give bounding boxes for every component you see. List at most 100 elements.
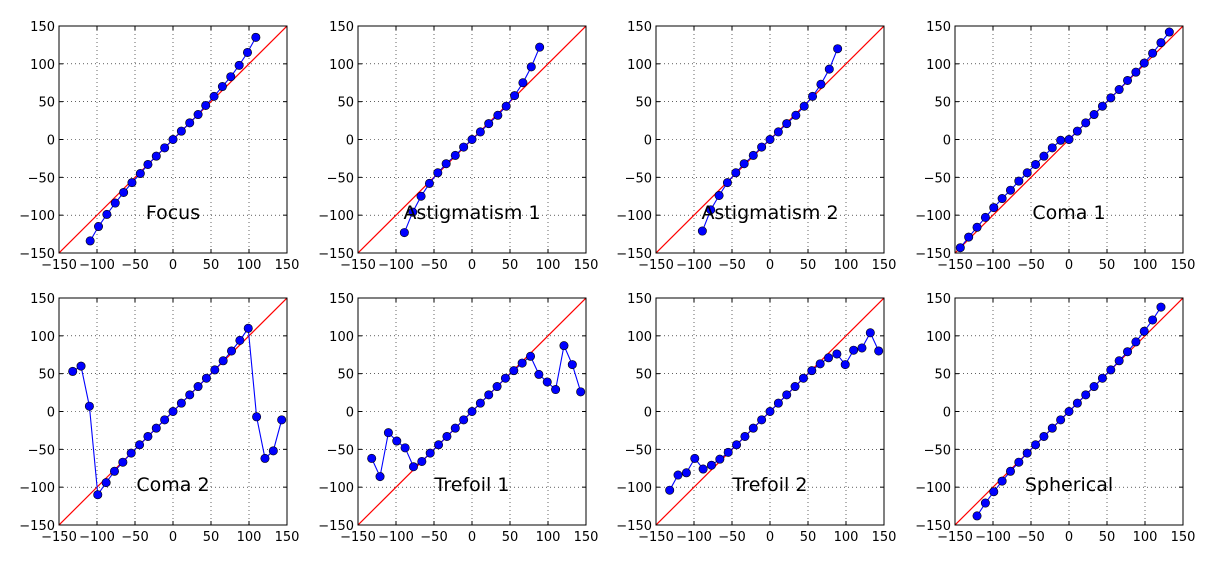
- x-tick-label: −150: [937, 258, 973, 273]
- data-point: [833, 44, 843, 54]
- data-point: [697, 226, 707, 236]
- y-tick-label: −100: [616, 209, 652, 224]
- data-point: [1056, 135, 1066, 145]
- data-point: [535, 42, 545, 52]
- data-point: [475, 127, 485, 137]
- y-tick-label: 100: [30, 58, 55, 73]
- data-point: [518, 78, 528, 88]
- data-point: [492, 382, 502, 392]
- data-point: [765, 406, 775, 416]
- data-point: [1106, 93, 1116, 103]
- y-tick-label: 0: [346, 406, 354, 421]
- data-point: [1072, 398, 1082, 408]
- data-point: [714, 190, 724, 200]
- data-point: [865, 328, 875, 338]
- data-point: [1022, 168, 1032, 178]
- panel-title: Coma 2: [136, 474, 209, 496]
- data-point: [681, 468, 691, 478]
- data-point: [168, 135, 178, 145]
- chart-panel: −150 −100 −50 0 50 100 150−150−100−50050100150…: [19, 292, 299, 545]
- x-tick-label: −150: [638, 530, 674, 545]
- data-point: [1148, 315, 1158, 325]
- data-point: [433, 168, 443, 178]
- data-point: [501, 101, 511, 111]
- data-point: [441, 159, 451, 169]
- data-point: [209, 91, 219, 101]
- y-tick-label: −50: [28, 171, 55, 186]
- x-tick-label: 50: [800, 530, 817, 545]
- data-point: [467, 135, 477, 145]
- data-point: [1131, 67, 1141, 77]
- x-tick-label: 100: [834, 258, 859, 273]
- data-point: [193, 382, 203, 392]
- data-point: [425, 448, 435, 458]
- data-point: [824, 353, 834, 363]
- y-tick-label: 100: [627, 58, 652, 73]
- x-tick-label: 100: [237, 530, 262, 545]
- x-tick-label: 150: [872, 530, 897, 545]
- data-point: [690, 453, 700, 463]
- x-tick-label: 150: [1171, 530, 1196, 545]
- data-point: [808, 91, 818, 101]
- data-point: [1114, 85, 1124, 95]
- data-point: [127, 178, 137, 188]
- x-tick-label: 50: [1099, 530, 1116, 545]
- x-tick-label: 100: [536, 258, 561, 273]
- data-point: [1139, 58, 1149, 68]
- data-point: [201, 100, 211, 110]
- data-point: [160, 415, 170, 425]
- x-tick-label: −150: [340, 258, 376, 273]
- data-point: [715, 454, 725, 464]
- data-point: [1014, 176, 1024, 186]
- data-point: [559, 341, 569, 351]
- data-point: [972, 222, 982, 232]
- data-point: [101, 478, 111, 488]
- data-point: [980, 212, 990, 222]
- data-point: [450, 423, 460, 433]
- panel-title: Astigmatism 2: [701, 202, 838, 224]
- data-point: [367, 453, 377, 463]
- data-point: [665, 485, 675, 495]
- x-tick-label: −100: [975, 530, 1011, 545]
- data-point: [118, 457, 128, 467]
- y-tick-label: −50: [924, 443, 951, 458]
- x-tick-label: 50: [502, 258, 519, 273]
- y-tick-label: −50: [924, 171, 951, 186]
- y-tick-label: 100: [926, 330, 951, 345]
- data-point: [484, 119, 494, 129]
- data-point: [840, 360, 850, 370]
- data-point: [1097, 373, 1107, 383]
- data-point: [739, 159, 749, 169]
- data-point: [757, 415, 767, 425]
- data-point: [226, 72, 236, 82]
- data-point: [1031, 159, 1041, 169]
- panel-title: Coma 1: [1032, 202, 1105, 224]
- data-point: [185, 390, 195, 400]
- data-point: [135, 169, 145, 179]
- x-tick-label: 150: [574, 258, 599, 273]
- x-tick-label: 150: [275, 530, 300, 545]
- y-tick-label: −50: [327, 171, 354, 186]
- data-point: [268, 446, 278, 456]
- x-tick-label: −50: [718, 530, 745, 545]
- data-point: [176, 126, 186, 136]
- y-tick-label: 50: [635, 96, 652, 111]
- x-tick-label: −50: [420, 258, 447, 273]
- data-point: [424, 178, 434, 188]
- x-tick-label: 100: [1133, 258, 1158, 273]
- x-tick-label: −100: [79, 258, 115, 273]
- data-point: [383, 428, 393, 438]
- data-point: [509, 366, 519, 376]
- data-point: [980, 498, 990, 508]
- data-point: [1081, 118, 1091, 128]
- data-point: [723, 447, 733, 457]
- chart-panel: −150 −100 −50 0 50 100 150−150−100−50050100150…: [616, 20, 896, 273]
- x-tick-label: −150: [937, 530, 973, 545]
- data-point: [218, 356, 228, 366]
- y-tick-label: 150: [627, 292, 652, 307]
- x-tick-label: −100: [676, 530, 712, 545]
- x-tick-label: 100: [536, 530, 561, 545]
- x-tick-label: 0: [1065, 530, 1073, 545]
- y-tick-label: −150: [19, 247, 55, 262]
- data-point: [110, 198, 120, 208]
